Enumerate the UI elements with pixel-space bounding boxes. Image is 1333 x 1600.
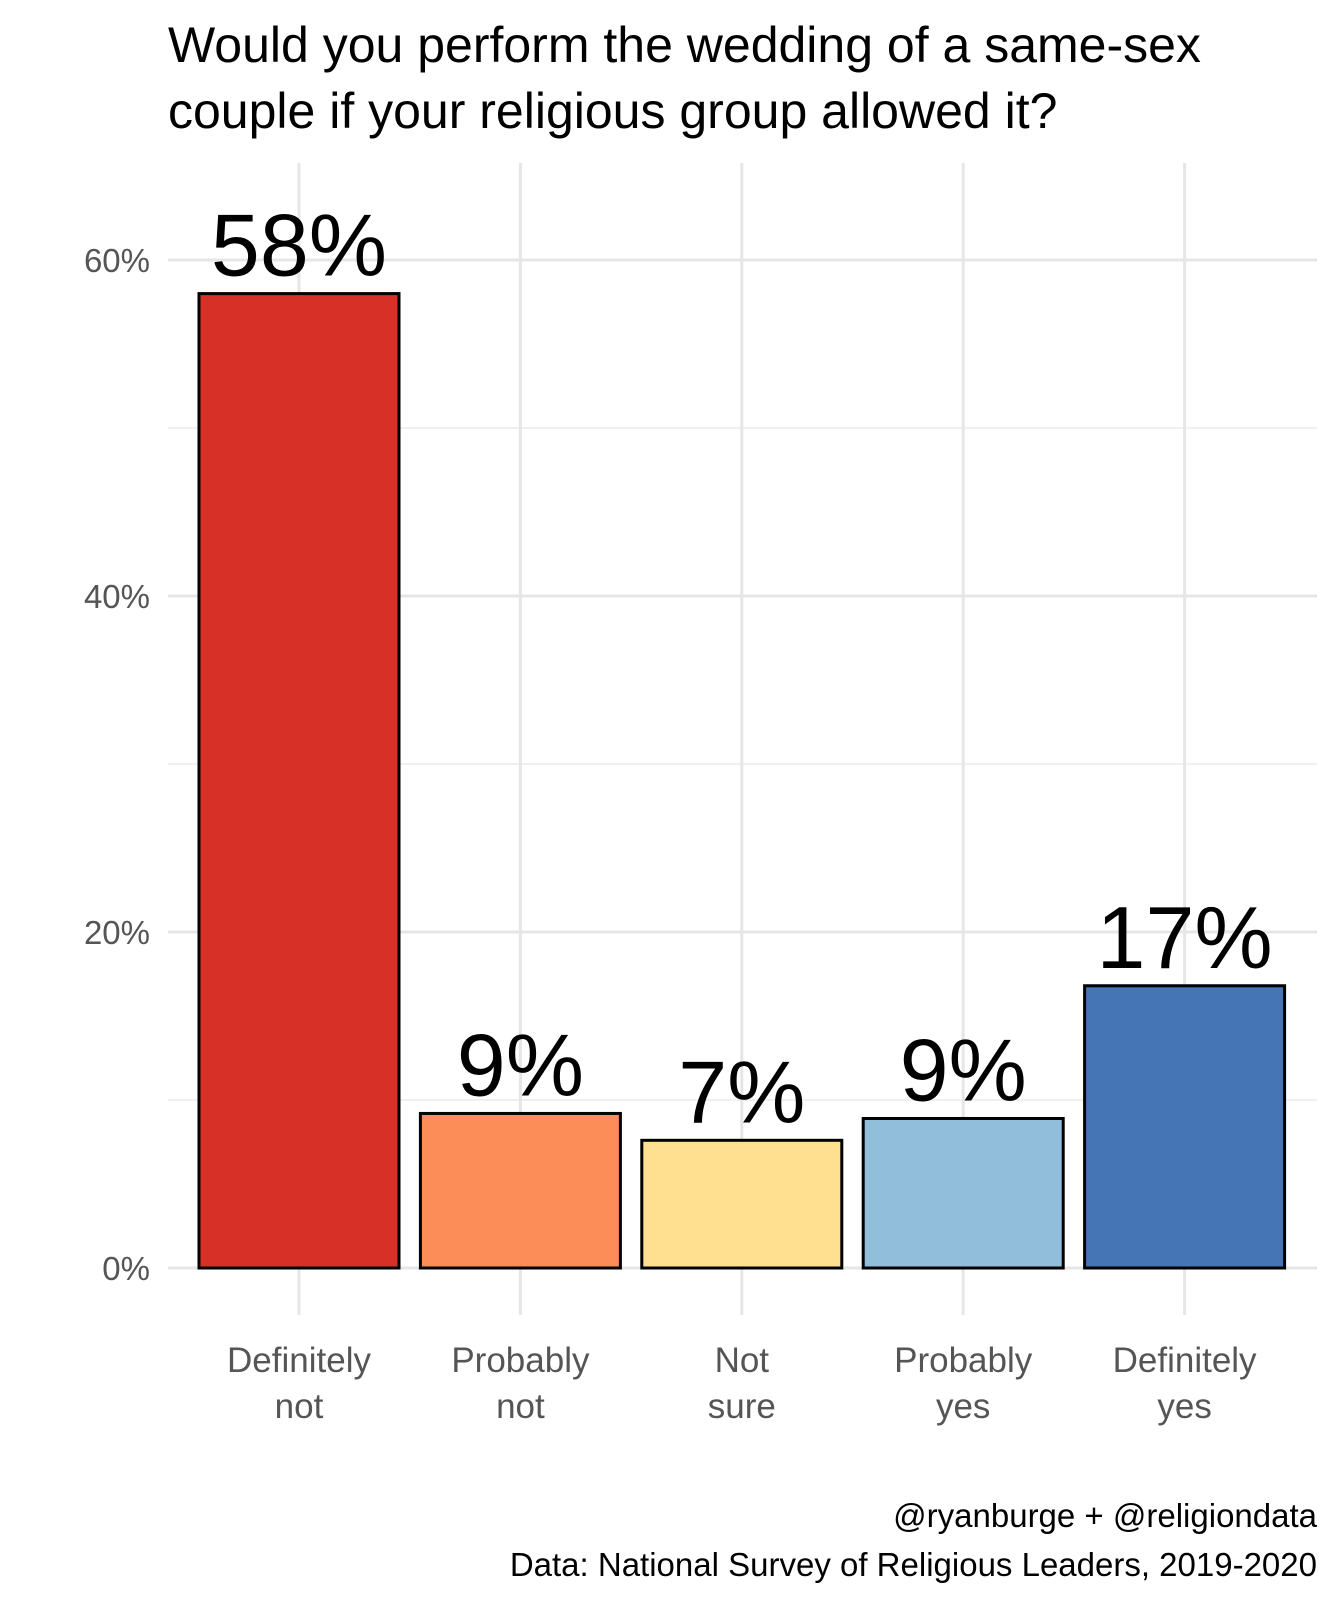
- x-category-label: sure: [708, 1387, 776, 1426]
- bar-probably-not: [418, 1111, 622, 1270]
- y-tick-label: 60%: [84, 242, 150, 279]
- value-labels: 58% 9% 7% 9% 17%: [211, 196, 1273, 1142]
- x-category-label: not: [275, 1387, 324, 1426]
- x-category-label: not: [496, 1387, 545, 1426]
- y-tick-label: 20%: [84, 914, 150, 951]
- bars: [197, 292, 1287, 1270]
- y-tick-label: 0%: [102, 1250, 150, 1287]
- chart-title-line-1: Would you perform the wedding of a same-…: [168, 17, 1201, 73]
- value-label: 58%: [211, 196, 387, 295]
- x-category-label: Not: [715, 1341, 770, 1380]
- x-category-label: Probably: [894, 1341, 1033, 1380]
- bar-not-sure: [640, 1138, 844, 1270]
- caption-source: Data: National Survey of Religious Leade…: [510, 1546, 1317, 1583]
- bar-probably-yes: [861, 1116, 1065, 1270]
- x-axis-categories: Definitely not Probably not Not sure Probably y…: [227, 1341, 1257, 1426]
- chart-title-line-2: couple if your religious group allowed i…: [168, 83, 1057, 139]
- bar-definitely-not: [197, 292, 401, 1270]
- x-category-label: yes: [936, 1387, 990, 1426]
- x-category-label: Probably: [451, 1341, 590, 1380]
- value-label: 17%: [1097, 888, 1273, 987]
- caption-handles: @ryanburge + @religiondata: [893, 1497, 1317, 1534]
- y-axis-ticks: 0% 20% 40% 60%: [84, 242, 150, 1287]
- value-label: 9%: [900, 1020, 1027, 1119]
- x-category-label: Definitely: [227, 1341, 371, 1380]
- value-label: 7%: [678, 1042, 805, 1141]
- x-category-label: Definitely: [1113, 1341, 1257, 1380]
- y-tick-label: 40%: [84, 578, 150, 615]
- x-category-label: yes: [1157, 1387, 1211, 1426]
- bar-definitely-yes: [1083, 984, 1287, 1270]
- value-label: 9%: [457, 1015, 584, 1114]
